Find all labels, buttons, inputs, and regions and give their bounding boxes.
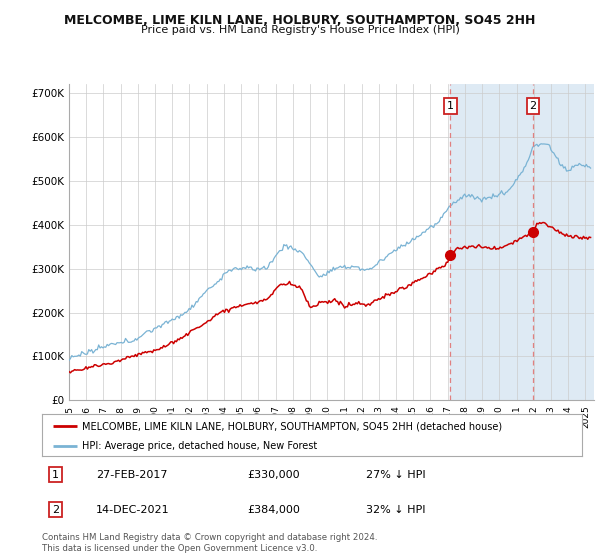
Text: 2: 2: [530, 101, 536, 111]
Text: 1: 1: [447, 101, 454, 111]
Text: 14-DEC-2021: 14-DEC-2021: [96, 505, 170, 515]
Text: HPI: Average price, detached house, New Forest: HPI: Average price, detached house, New …: [83, 441, 318, 451]
Text: 1: 1: [52, 470, 59, 479]
Text: 27-FEB-2017: 27-FEB-2017: [96, 470, 167, 479]
Bar: [450, 84, 594, 400]
Text: £330,000: £330,000: [247, 470, 300, 479]
Text: 32% ↓ HPI: 32% ↓ HPI: [366, 505, 425, 515]
Text: Contains HM Land Registry data © Crown copyright and database right 2024.
This d: Contains HM Land Registry data © Crown c…: [42, 533, 377, 553]
Text: MELCOMBE, LIME KILN LANE, HOLBURY, SOUTHAMPTON, SO45 2HH: MELCOMBE, LIME KILN LANE, HOLBURY, SOUTH…: [64, 14, 536, 27]
Text: 2: 2: [52, 505, 59, 515]
Text: 27% ↓ HPI: 27% ↓ HPI: [366, 470, 425, 479]
Text: MELCOMBE, LIME KILN LANE, HOLBURY, SOUTHAMPTON, SO45 2HH (detached house): MELCOMBE, LIME KILN LANE, HOLBURY, SOUTH…: [83, 421, 503, 431]
Text: Price paid vs. HM Land Registry's House Price Index (HPI): Price paid vs. HM Land Registry's House …: [140, 25, 460, 35]
Text: £384,000: £384,000: [247, 505, 300, 515]
